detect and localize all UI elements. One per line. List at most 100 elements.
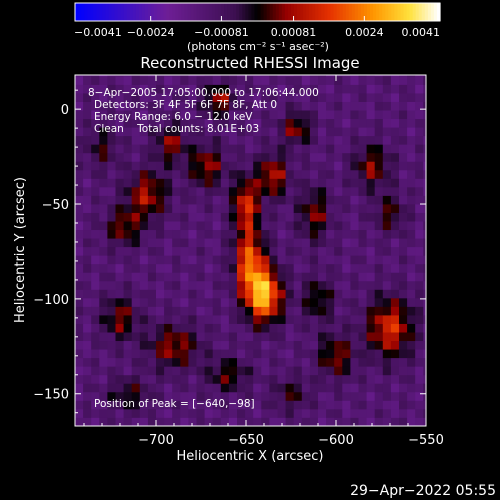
heatmap-cell [366,315,376,324]
heatmap-cell [237,417,246,426]
colorbar-cell [169,3,173,21]
heatmap-cell [407,400,416,410]
heatmap-cell [334,169,343,179]
heatmap-cell [91,229,100,239]
heatmap-cell [309,272,319,282]
heatmap-cell [220,391,230,401]
heatmap-cell [156,306,165,316]
heatmap-cell [253,101,262,111]
heatmap-cell [156,127,165,137]
heatmap-cell [196,229,205,239]
chart-title: Reconstructed RHESSI Image [140,54,359,72]
heatmap-cell [228,374,238,384]
heatmap-cell [382,238,392,248]
heatmap-cell [147,238,157,248]
colorbar-cell [370,3,374,21]
heatmap-cell [334,263,343,273]
heatmap-cell [164,391,173,401]
heatmap-cell [188,221,197,231]
heatmap-cell [399,84,408,94]
colorbar-cell [272,3,277,21]
heatmap-cell [374,110,384,120]
heatmap-cell [309,152,319,162]
heatmap-cell [358,161,367,171]
heatmap-cell [277,221,286,231]
heatmap-cell [301,366,311,376]
heatmap-cell [342,255,351,265]
heatmap-cell [172,204,181,213]
heatmap-cell [123,332,133,342]
heatmap-cell [204,366,214,376]
heatmap-cell [156,161,165,171]
heatmap-cell [407,263,416,273]
heatmap-cell [172,195,181,205]
heatmap-cell [75,212,84,222]
colorbar-cell [257,3,262,21]
heatmap-cell [107,93,116,102]
heatmap-cell [228,366,238,376]
heatmap-cell [309,263,319,273]
heatmap-cell [156,75,165,85]
heatmap-cell [415,280,424,290]
annotation-detectors: Detectors: 3F 4F 5F 6F 7F 8F, Att 0 [94,99,277,111]
heatmap-cell [204,204,214,213]
heatmap-cell [245,144,254,154]
heatmap-cell [220,332,230,342]
heatmap-cell [407,118,416,128]
heatmap-cell [399,306,408,316]
heatmap-cell [204,323,214,333]
heatmap-cell [83,306,92,316]
heatmap-cell [220,144,230,154]
heatmap-cell [156,289,165,299]
heatmap-cell [75,204,84,213]
heatmap-cell [188,195,197,205]
heatmap-cell [334,246,343,256]
heatmap-cell [350,178,359,188]
heatmap-cell [131,229,141,239]
heatmap-cell [342,297,351,307]
heatmap-cell [75,152,84,162]
heatmap-cell [390,84,400,94]
heatmap-cell [285,246,295,256]
heatmap-cell [180,315,189,324]
heatmap-cell [83,118,92,128]
heatmap-cell [228,255,238,265]
heatmap-cell [269,169,278,179]
timestamp: 29−Apr−2022 05:55 [350,483,496,499]
heatmap-cell [180,152,189,162]
heatmap-cell [342,186,351,196]
heatmap-cell [107,144,116,154]
heatmap-cell [91,400,100,410]
heatmap-cell [334,383,343,393]
heatmap-cell [415,75,424,85]
heatmap-cell [139,297,149,307]
heatmap-cell [164,417,173,426]
heatmap-cell [115,357,124,367]
heatmap-cell [382,93,392,102]
heatmap-cell [172,246,181,256]
heatmap-cell [115,255,124,265]
heatmap-cell [107,229,116,239]
heatmap-cell [91,169,100,179]
heatmap-cell [220,323,230,333]
heatmap-cell [83,289,92,299]
heatmap-cell [245,212,254,222]
heatmap-cell [261,229,270,239]
heatmap-cell [131,127,141,137]
heatmap-cell [139,110,149,120]
colorbar-cell [300,3,304,21]
heatmap-cell [156,195,165,205]
heatmap-cell [326,289,335,299]
heatmap-cell [301,323,311,333]
heatmap-cell [382,221,392,231]
colorbar-cell [388,3,392,21]
heatmap-cell [237,204,246,213]
heatmap-cell [415,349,424,359]
heatmap-cell [309,75,319,85]
x-axis-ticks: −700 −650 −600 −550 [83,75,444,448]
heatmap-cell [164,374,173,384]
heatmap-cell [139,408,149,418]
heatmap-cell [342,383,351,393]
heatmap-cell [188,161,197,171]
